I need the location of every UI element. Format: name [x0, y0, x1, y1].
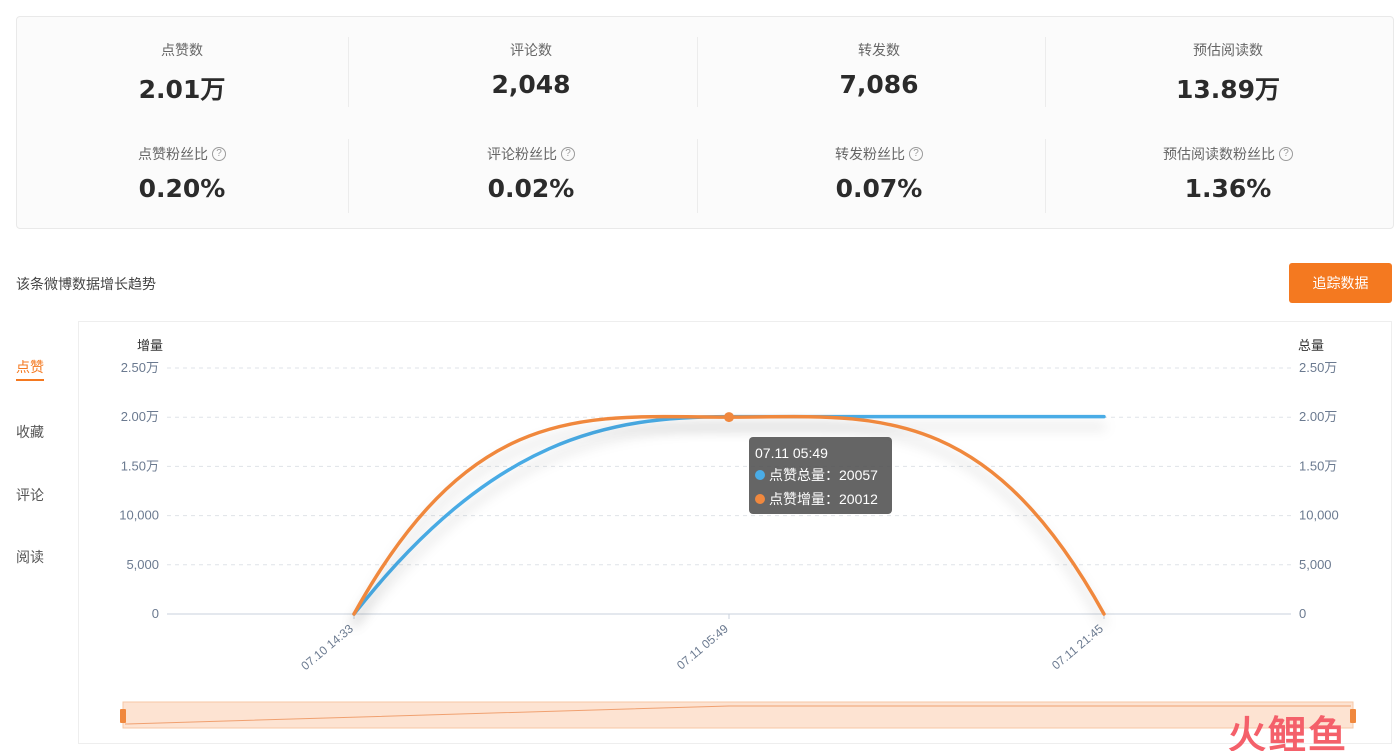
stat-value: 13.89万: [1175, 75, 1281, 104]
stat-label: 点赞数: [161, 42, 203, 58]
tab-favorites[interactable]: 收藏: [16, 424, 44, 440]
left-axis-title: 增量: [137, 338, 163, 353]
stat-label: 评论粉丝比: [487, 146, 557, 162]
stat-likes-fan-ratio: 点赞粉丝比 ? 0.20%: [17, 144, 347, 203]
series: [352, 412, 1106, 616]
stat-comments: 评论数 2,048: [366, 40, 696, 99]
legend-dot-icon: [755, 470, 765, 480]
stat-value: 0.07%: [835, 174, 923, 203]
y-tick-label-left: 1.50万: [121, 458, 159, 473]
stat-estimated-reads: 预估阅读数 13.89万: [1063, 40, 1393, 106]
y-tick-label-right: 2.50万: [1299, 360, 1337, 375]
x-tick-label: 07.11 05:49: [674, 621, 731, 672]
stat-value: 2,048: [491, 70, 571, 99]
stat-label-wrap: 评论粉丝比 ?: [487, 144, 575, 164]
stat-label: 预估阅读数: [1193, 42, 1263, 58]
divider: [348, 37, 349, 107]
x-ticks: 07.10 14:33 07.11 05:49 07.11 21:45: [298, 614, 1106, 673]
zoom-handle-left[interactable]: [120, 709, 126, 723]
highlight-point[interactable]: [724, 412, 734, 423]
watermark-char: 鱼: [1308, 715, 1349, 751]
divider: [348, 139, 349, 213]
y-ticks: 0 0 5,000 5,000 10,000 10,000 1.50万 1.50万 2.00万 2…: [119, 360, 1339, 621]
y-tick-label-left: 0: [152, 606, 159, 621]
section-title: 该条微博数据增长趋势: [16, 276, 156, 292]
watermark-logo: 火鲤鱼: [1228, 704, 1348, 751]
y-tick-label-left: 10,000: [119, 508, 159, 523]
stat-label-wrap: 点赞粉丝比 ?: [138, 144, 226, 164]
stat-value: 2.01万: [138, 75, 226, 104]
stat-value: 0.02%: [487, 174, 575, 203]
watermark-char: 鲤: [1268, 715, 1309, 751]
y-tick-label-right: 2.00万: [1299, 409, 1337, 424]
x-tick-label: 07.10 14:33: [298, 621, 356, 673]
divider: [697, 37, 698, 107]
y-tick-label-left: 5,000: [126, 557, 159, 572]
tab-likes[interactable]: 点赞: [16, 357, 44, 381]
stat-value: 0.20%: [138, 174, 226, 203]
stat-label: 点赞粉丝比: [138, 146, 208, 162]
stat-reposts-fan-ratio: 转发粉丝比 ? 0.07%: [714, 144, 1044, 203]
stat-reads-fan-ratio: 预估阅读数粉丝比 ? 1.36%: [1063, 144, 1393, 203]
y-tick-label-right: 1.50万: [1299, 458, 1337, 473]
divider: [1045, 139, 1046, 213]
y-tick-label-left: 2.50万: [121, 360, 159, 375]
stat-value: 7,086: [839, 70, 919, 99]
tooltip-time: 07.11 05:49: [755, 445, 828, 461]
stat-label: 预估阅读数粉丝比: [1163, 146, 1275, 162]
stat-label: 评论数: [510, 42, 552, 58]
help-icon[interactable]: ?: [212, 147, 226, 161]
right-axis-title: 总量: [1298, 338, 1324, 353]
x-tick-label: 07.11 21:45: [1049, 621, 1106, 672]
tooltip-value: 点赞增量：20012: [769, 491, 878, 507]
y-tick-label-right: 0: [1299, 606, 1306, 621]
tooltip-row-increment: 点赞增量：20012: [755, 489, 886, 509]
chart-tooltip: 07.11 05:49 点赞总量：20057 点赞增量：20012: [749, 437, 892, 514]
trend-chart: 增量 总量 0 0 5,000 5,000 10,000 10,000 1.50万 1.50万…: [78, 321, 1392, 744]
help-icon[interactable]: ?: [909, 147, 923, 161]
watermark-char: 火: [1228, 715, 1269, 751]
divider: [697, 139, 698, 213]
stat-label: 转发数: [858, 42, 900, 58]
y-tick-label-right: 5,000: [1299, 557, 1332, 572]
y-tick-label-right: 10,000: [1299, 508, 1339, 523]
stat-value: 1.36%: [1184, 174, 1272, 203]
tab-comments[interactable]: 评论: [16, 487, 44, 503]
stat-reposts: 转发数 7,086: [714, 40, 1044, 99]
help-icon[interactable]: ?: [561, 147, 575, 161]
track-data-button[interactable]: 追踪数据: [1289, 263, 1392, 303]
stats-card: 点赞数 2.01万 评论数 2,048 转发数 7,086 预估阅读数 13.8…: [16, 16, 1394, 229]
trend-chart-svg: 增量 总量 0 0 5,000 5,000 10,000 10,000 1.50万 1.50万…: [119, 338, 1356, 729]
help-icon[interactable]: ?: [1279, 147, 1293, 161]
zoom-handle-right[interactable]: [1350, 709, 1356, 723]
grid: [167, 367, 1291, 615]
zoom-preview-line: [124, 705, 1351, 725]
tooltip-value: 点赞总量：20057: [769, 467, 878, 483]
legend-dot-icon: [755, 494, 765, 504]
divider: [1045, 37, 1046, 107]
data-zoom-slider[interactable]: [120, 701, 1356, 729]
stat-label-wrap: 转发粉丝比 ?: [835, 144, 923, 164]
stat-label-wrap: 预估阅读数粉丝比 ?: [1163, 144, 1293, 164]
stat-label: 转发粉丝比: [835, 146, 905, 162]
tooltip-row-total: 点赞总量：20057: [755, 465, 886, 485]
y-tick-label-left: 2.00万: [121, 409, 159, 424]
stat-comments-fan-ratio: 评论粉丝比 ? 0.02%: [366, 144, 696, 203]
tab-reads[interactable]: 阅读: [16, 549, 44, 565]
stat-likes: 点赞数 2.01万: [17, 40, 347, 106]
